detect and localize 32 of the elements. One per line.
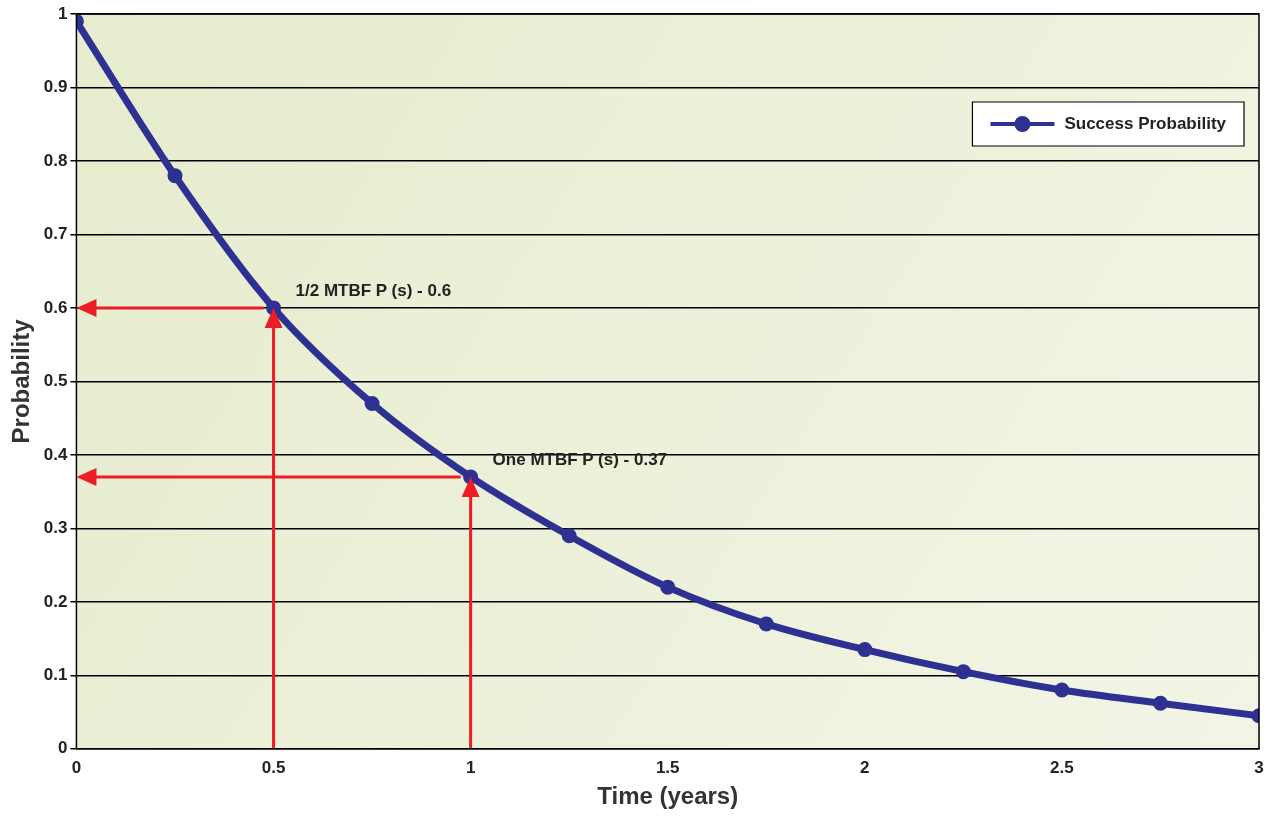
y-tick-label: 0.3 xyxy=(43,518,68,538)
y-axis-title: Probability xyxy=(7,318,35,444)
x-tick-label: 0.5 xyxy=(261,757,286,777)
annotation: 1/2 MTBF P (s) - 0.6 xyxy=(295,281,452,301)
x-tick-label: 2 xyxy=(860,757,870,777)
x-tick-label: 1.5 xyxy=(655,757,680,777)
point xyxy=(364,395,380,411)
legend-label: Success Probability xyxy=(1064,113,1227,133)
y-tick-label: 0.9 xyxy=(43,77,68,97)
x-tick-label: 2.5 xyxy=(1050,757,1074,777)
y-tick-label: 1 xyxy=(57,3,68,23)
y-tick-label: 0 xyxy=(57,738,68,758)
point xyxy=(857,642,873,658)
y-tick-label: 0.7 xyxy=(43,224,68,244)
x-axis-title: Time (years) xyxy=(597,782,739,810)
point xyxy=(1054,682,1070,698)
y-tick-label: 0.2 xyxy=(43,591,68,611)
y-tick-label: 0.1 xyxy=(43,665,68,685)
y-tick-label: 0.6 xyxy=(43,297,68,317)
x-tick-label: 3 xyxy=(1254,757,1264,777)
point xyxy=(955,664,971,680)
y-tick-label: 0.8 xyxy=(43,150,68,170)
point xyxy=(660,579,676,595)
point xyxy=(758,616,774,632)
point xyxy=(1152,695,1168,711)
point xyxy=(561,528,577,544)
x-tick-label: 0 xyxy=(71,757,82,777)
x-tick-label: 1 xyxy=(465,757,476,777)
y-tick-label: 0.5 xyxy=(43,371,68,391)
annotation: One MTBF P (s) - 0.37 xyxy=(492,450,668,470)
y-tick-label: 0.4 xyxy=(43,444,68,464)
point xyxy=(167,168,183,184)
